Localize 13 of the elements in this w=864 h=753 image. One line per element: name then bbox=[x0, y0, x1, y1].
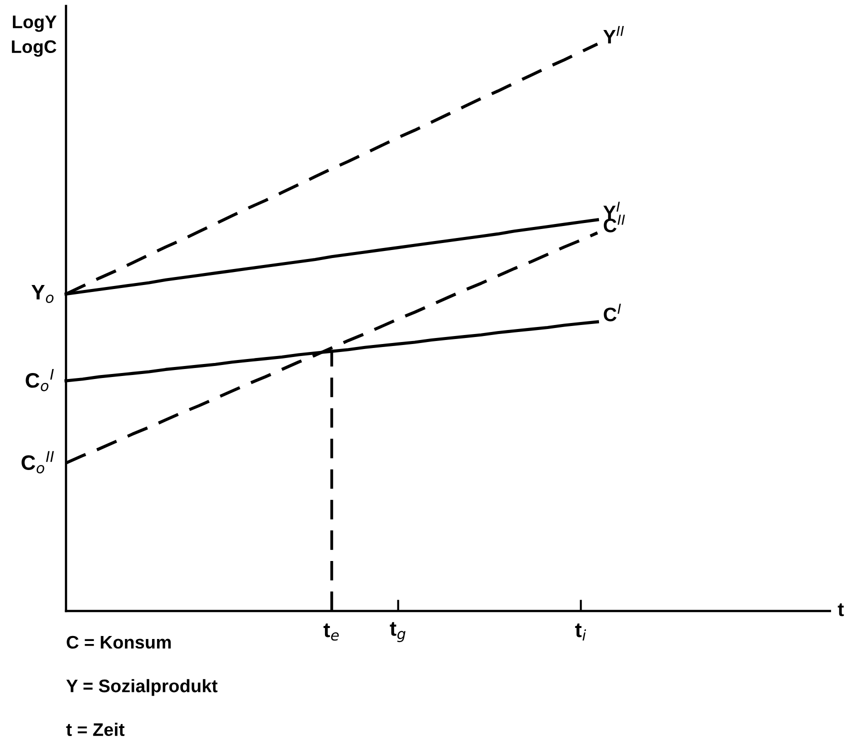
x-axis-title: t bbox=[838, 603, 844, 616]
text: t = Zeit bbox=[66, 722, 124, 736]
x-tick-label: t$_{i}$ bbox=[575, 623, 586, 640]
text: C$_{o}$$^{II}$ bbox=[22, 451, 54, 474]
series-label: C$^{I}$ bbox=[604, 304, 621, 322]
text: Y$_{o}$ bbox=[32, 285, 54, 304]
text: Y = Sozialprodukt bbox=[66, 679, 218, 696]
series-label: Y$^{II}$ bbox=[603, 26, 624, 44]
text: C$_{o}$$^{I}$ bbox=[26, 368, 54, 392]
x-tick-label: t$_{g}$ bbox=[390, 622, 406, 642]
x-tick-label: t$_{e}$ bbox=[324, 623, 339, 641]
text: C = Konsum bbox=[66, 636, 171, 649]
y-axis-title: LogY LogC bbox=[12, 16, 57, 57]
